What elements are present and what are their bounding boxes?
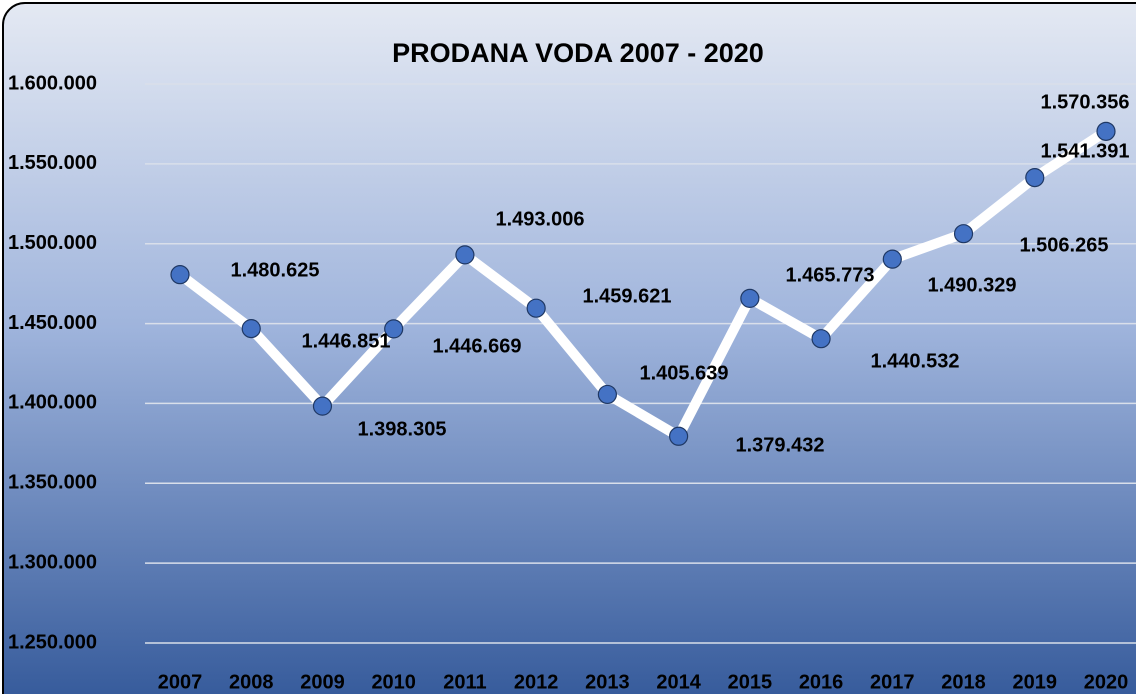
marker: [1025, 168, 1045, 188]
marker: [811, 329, 831, 349]
x-tick-label: 2012: [514, 671, 559, 693]
x-tick-label: 2008: [229, 671, 274, 693]
data-label: 1.541.391: [1041, 140, 1130, 162]
marker: [384, 319, 404, 339]
data-label: 1.490.329: [928, 274, 1017, 296]
marker: [170, 265, 190, 285]
y-tick-label: 1.300.000: [8, 551, 97, 573]
x-tick-label: 2019: [1013, 671, 1058, 693]
y-tick-label: 1.400.000: [8, 392, 97, 414]
x-tick-label: 2013: [585, 671, 630, 693]
marker: [953, 224, 974, 244]
x-tick-label: 2014: [656, 671, 701, 693]
marker: [882, 249, 902, 269]
data-label: 1.440.532: [871, 350, 960, 372]
x-tick-label: 2015: [728, 671, 773, 693]
marker: [312, 396, 333, 416]
data-label: 1.446.851: [302, 330, 391, 352]
marker: [241, 319, 261, 339]
data-label: 1.446.669: [433, 335, 522, 357]
data-label: 1.398.305: [358, 418, 447, 440]
x-tick-label: 2018: [941, 671, 986, 693]
data-label: 1.570.356: [1041, 91, 1130, 113]
x-tick-label: 2007: [158, 671, 203, 693]
x-tick-label: 2016: [799, 671, 844, 693]
data-label: 1.379.432: [736, 434, 825, 456]
y-tick-label: 1.550.000: [8, 152, 97, 174]
y-tick-label: 1.450.000: [8, 312, 97, 334]
marker: [740, 288, 760, 308]
x-tick-label: 2017: [870, 671, 915, 693]
data-label: 1.506.265: [1020, 234, 1109, 256]
y-tick-label: 1.500.000: [8, 232, 97, 254]
y-tick-label: 1.250.000: [8, 631, 97, 653]
data-label: 1.480.625: [231, 259, 320, 281]
y-tick-label: 1.600.000: [8, 72, 97, 94]
marker: [526, 298, 546, 318]
line: [176, 127, 1109, 442]
x-tick-label: 2009: [300, 671, 345, 693]
marker: [455, 245, 475, 265]
data-label: 1.493.006: [496, 208, 585, 230]
data-label: 1.405.639: [640, 362, 729, 384]
marker: [597, 384, 617, 405]
data-label: 1.465.773: [786, 264, 875, 286]
x-tick-label: 2011: [443, 671, 486, 693]
marker: [1096, 121, 1116, 141]
chart-title: PRODANA VODA 2007 - 2020: [392, 38, 764, 68]
data-label: 1.459.621: [583, 285, 672, 307]
y-tick-label: 1.350.000: [8, 472, 97, 494]
x-tick-label: 2020: [1084, 671, 1129, 693]
x-tick-label: 2010: [371, 671, 416, 693]
marker: [669, 426, 689, 446]
